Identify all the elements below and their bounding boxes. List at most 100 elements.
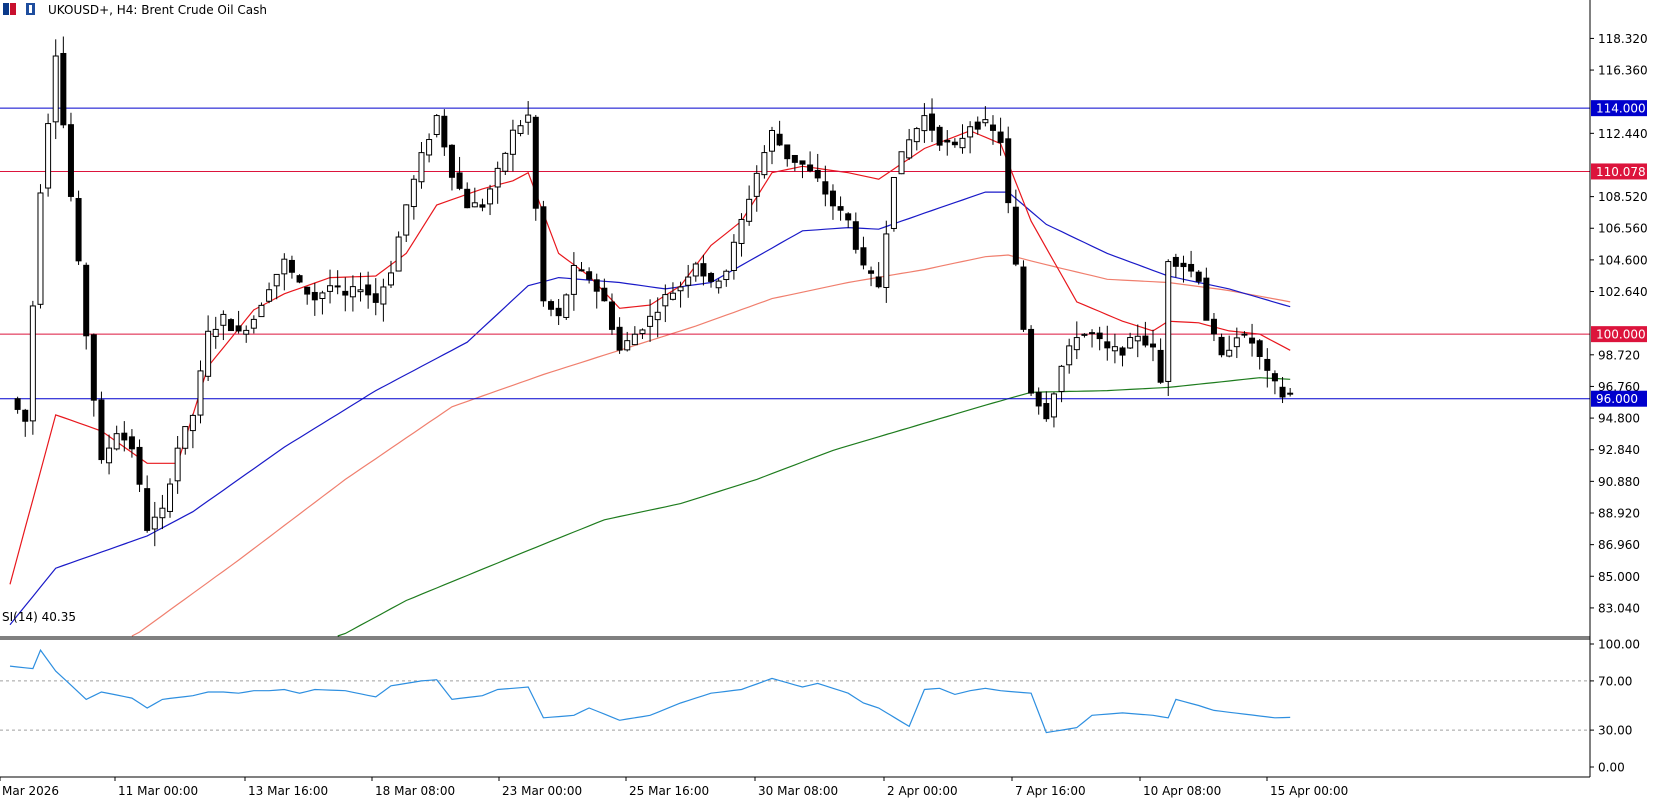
candle bbox=[1150, 329, 1156, 362]
candle bbox=[1043, 391, 1050, 422]
time-tick-label: 7 Apr 16:00 bbox=[1015, 784, 1086, 798]
candle bbox=[1104, 325, 1111, 361]
candle bbox=[647, 299, 654, 342]
chart-frame bbox=[0, 0, 1591, 778]
candle bbox=[563, 293, 570, 320]
candle bbox=[60, 36, 67, 129]
candle bbox=[319, 290, 326, 315]
candle bbox=[288, 255, 295, 279]
candle bbox=[1050, 392, 1057, 428]
candle bbox=[822, 165, 829, 207]
candle bbox=[197, 360, 204, 424]
candle bbox=[121, 421, 128, 452]
candle bbox=[624, 331, 631, 352]
candle bbox=[426, 133, 433, 163]
candle bbox=[548, 299, 555, 317]
price-tick-label: 90.880 bbox=[1598, 475, 1640, 489]
candle bbox=[227, 318, 234, 332]
candle bbox=[715, 278, 722, 294]
candles bbox=[14, 36, 1294, 547]
candle bbox=[890, 176, 897, 232]
candle bbox=[83, 262, 90, 350]
candle bbox=[395, 231, 402, 272]
time-axis: Mar 2026 11 Mar 00:00 13 Mar 16:00 18 Mar 0… bbox=[0, 777, 1348, 798]
candle bbox=[250, 315, 257, 334]
candle bbox=[1188, 250, 1195, 278]
candle bbox=[967, 121, 974, 154]
candle bbox=[1210, 312, 1217, 342]
candle bbox=[464, 182, 471, 209]
candle bbox=[1180, 255, 1187, 283]
candle bbox=[921, 103, 928, 143]
candle bbox=[1028, 325, 1035, 397]
time-tick-label: 25 Mar 16:00 bbox=[629, 784, 709, 798]
price-tick-label: 108.520 bbox=[1598, 190, 1648, 204]
candle bbox=[1195, 270, 1202, 285]
candle bbox=[1058, 364, 1065, 403]
rsi-line bbox=[9, 648, 1291, 734]
candle bbox=[723, 269, 730, 287]
candle bbox=[151, 501, 158, 547]
candle bbox=[448, 144, 455, 191]
time-tick-label: 11 Mar 00:00 bbox=[118, 784, 198, 798]
candle bbox=[410, 175, 417, 220]
candle bbox=[243, 325, 250, 343]
candle bbox=[159, 494, 166, 530]
candle bbox=[266, 282, 273, 304]
chart-title: UKOUSD+, H4: Brent Crude Oil Cash bbox=[48, 3, 267, 17]
time-tick-label: 23 Mar 00:00 bbox=[502, 784, 582, 798]
hline-label-96.000: 96.000 bbox=[1591, 390, 1647, 407]
candle bbox=[1081, 333, 1088, 338]
candle bbox=[753, 165, 760, 212]
candle bbox=[692, 261, 699, 282]
candle bbox=[471, 187, 478, 208]
candle bbox=[167, 478, 174, 518]
time-tick-label: 18 Mar 08:00 bbox=[375, 784, 455, 798]
horizontal-line-labels: 114.000 110.078 100.000 96.000 bbox=[1591, 100, 1647, 407]
price-tick-label: 83.040 bbox=[1598, 601, 1640, 615]
candle bbox=[593, 273, 600, 309]
candle bbox=[1119, 346, 1126, 367]
candle bbox=[532, 114, 539, 221]
candle bbox=[540, 200, 547, 307]
candle bbox=[913, 126, 920, 151]
candle bbox=[1012, 189, 1019, 267]
candle bbox=[380, 278, 387, 322]
candle bbox=[1271, 370, 1278, 395]
price-tick-label: 94.800 bbox=[1598, 412, 1640, 426]
candle bbox=[90, 333, 97, 417]
candle bbox=[1218, 333, 1225, 358]
candle bbox=[906, 128, 913, 161]
candle bbox=[403, 204, 410, 242]
candle bbox=[570, 252, 577, 311]
candle bbox=[14, 396, 21, 414]
candle bbox=[334, 270, 341, 295]
candle bbox=[327, 269, 334, 304]
candle bbox=[685, 264, 692, 298]
price-tick-label: 106.560 bbox=[1598, 222, 1648, 236]
candle bbox=[1020, 260, 1027, 332]
candle bbox=[106, 434, 113, 475]
price-tick-label: 104.600 bbox=[1598, 253, 1648, 267]
candle bbox=[37, 184, 44, 309]
candle bbox=[631, 326, 638, 346]
rsi-panel bbox=[0, 648, 1590, 734]
time-tick-label: 10 Apr 08:00 bbox=[1143, 784, 1221, 798]
candle bbox=[700, 254, 707, 286]
candle bbox=[769, 126, 775, 165]
candle bbox=[273, 273, 280, 300]
candle bbox=[296, 274, 303, 284]
candle bbox=[1089, 329, 1096, 348]
candle bbox=[974, 116, 981, 135]
candle bbox=[311, 282, 318, 316]
price-tick-label: 96.760 bbox=[1598, 380, 1640, 394]
candle bbox=[936, 125, 943, 151]
candle bbox=[342, 277, 349, 312]
ma-fast-line bbox=[9, 130, 1291, 585]
candle bbox=[601, 278, 608, 302]
candle bbox=[418, 141, 425, 189]
candle bbox=[1111, 333, 1118, 364]
candle bbox=[113, 425, 120, 451]
candle bbox=[258, 302, 265, 318]
